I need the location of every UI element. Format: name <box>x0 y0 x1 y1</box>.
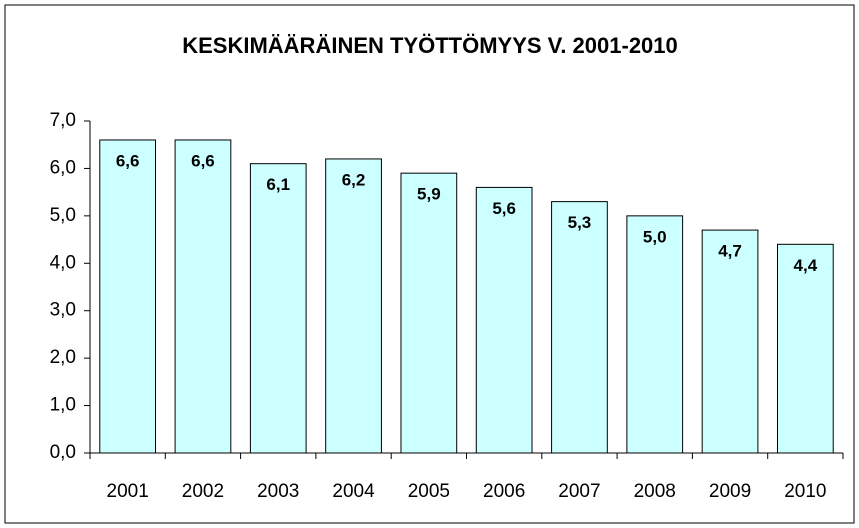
bar <box>174 139 232 454</box>
chart-title: KESKIMÄÄRÄINEN TYÖTTÖMYYS V. 2001-2010 <box>182 33 678 58</box>
y-tick-label: 4,0 <box>50 252 76 273</box>
bar <box>249 163 307 454</box>
x-tick-label: 2001 <box>107 481 149 502</box>
x-tick-label: 2004 <box>332 481 375 502</box>
x-tick-label: 2005 <box>408 481 450 502</box>
bar <box>325 158 382 454</box>
bar <box>400 172 458 454</box>
x-tick-label: 2002 <box>182 481 224 502</box>
value-label: 5,0 <box>643 227 667 246</box>
y-tick-label: 3,0 <box>50 300 76 321</box>
bar <box>551 201 608 454</box>
y-tick-label: 5,0 <box>50 205 76 226</box>
x-tick-label: 2008 <box>634 481 676 502</box>
x-tick-label: 2006 <box>483 481 525 502</box>
x-tick-label: 2010 <box>784 481 826 502</box>
x-tick-label: 2003 <box>257 481 299 502</box>
bar <box>701 229 759 454</box>
x-tick-label: 2009 <box>709 481 751 502</box>
y-tick-label: 0,0 <box>50 442 76 463</box>
y-tick-label: 2,0 <box>50 347 76 368</box>
bar <box>475 186 533 454</box>
y-tick-label: 7,0 <box>50 110 76 131</box>
value-label: 5,9 <box>417 185 441 204</box>
bar <box>626 215 684 454</box>
value-label: 4,4 <box>794 256 818 275</box>
bar <box>776 243 834 454</box>
value-label: 5,3 <box>568 213 592 232</box>
y-tick-label: 6,0 <box>50 157 76 178</box>
value-label: 5,6 <box>492 199 516 218</box>
value-label: 6,1 <box>266 175 290 194</box>
value-label: 6,2 <box>342 170 366 189</box>
y-tick-label: 1,0 <box>50 395 76 416</box>
x-tick-label: 2007 <box>558 481 600 502</box>
value-label: 6,6 <box>191 151 215 170</box>
value-label: 4,7 <box>718 242 742 261</box>
bar <box>99 139 157 454</box>
value-label: 6,6 <box>116 151 140 170</box>
